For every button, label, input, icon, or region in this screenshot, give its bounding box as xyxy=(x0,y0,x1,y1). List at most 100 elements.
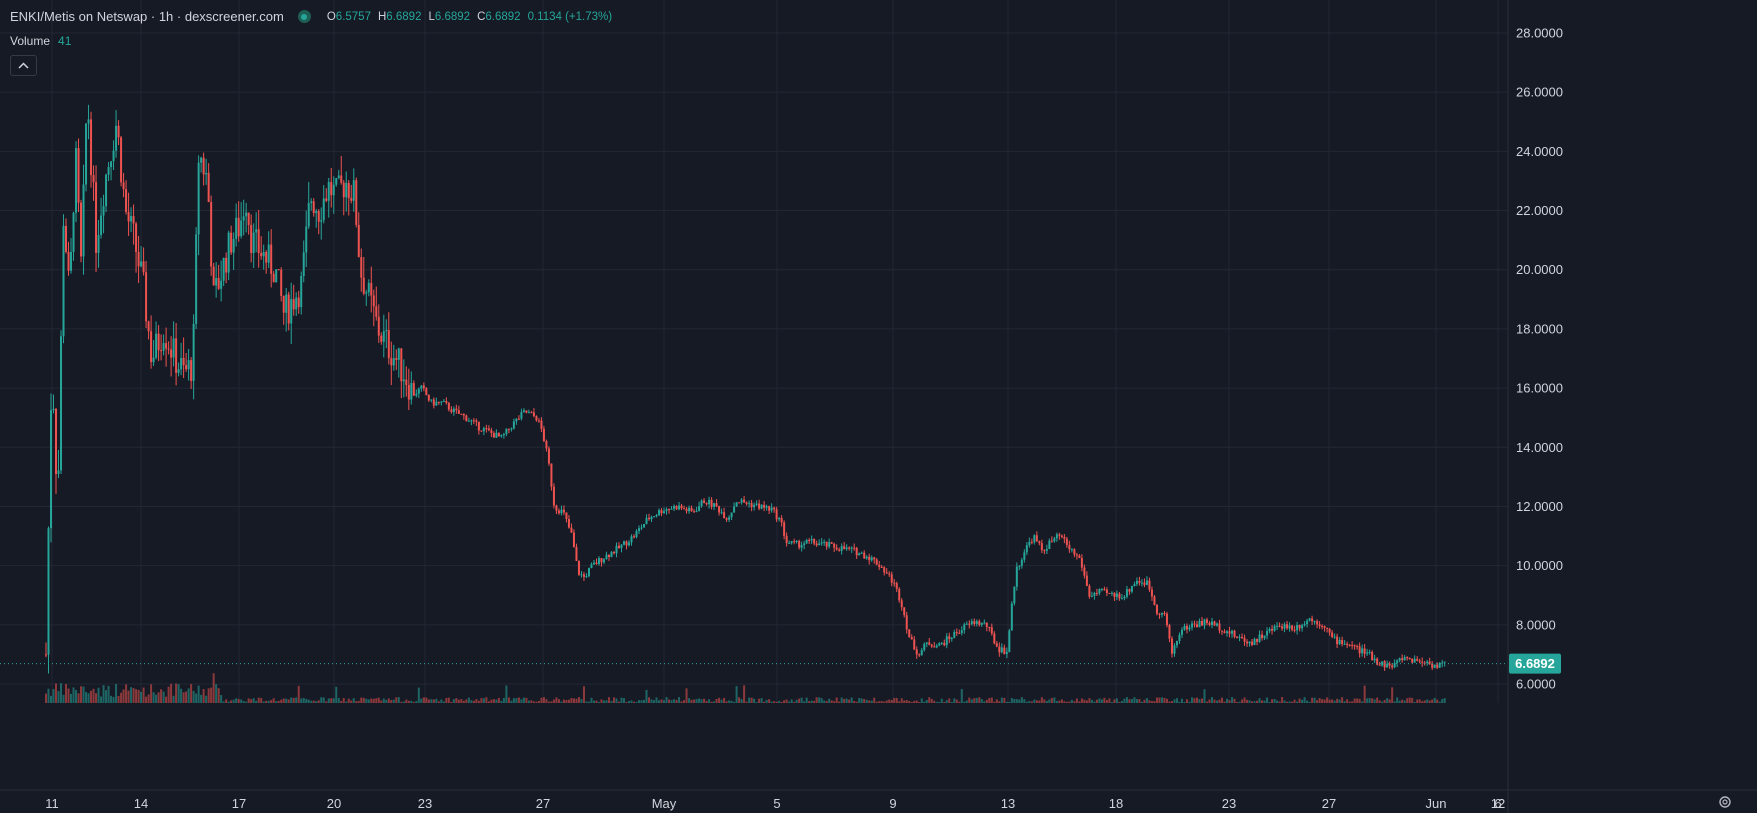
volume-bar xyxy=(1406,698,1409,703)
volume-bar xyxy=(888,699,891,703)
volume-bar xyxy=(467,697,470,703)
volume-bar xyxy=(242,700,245,703)
volume-bar xyxy=(1028,701,1031,703)
volume-bar xyxy=(1413,701,1416,703)
candle-body xyxy=(587,568,590,577)
volume-bar xyxy=(650,699,653,703)
candle-body xyxy=(733,506,736,513)
volume-bar xyxy=(390,699,393,703)
x-tick-label: 9 xyxy=(889,796,896,811)
candle-body xyxy=(220,280,223,289)
volume-bar xyxy=(587,701,590,703)
volume-bar xyxy=(723,697,726,703)
candle-body xyxy=(1065,538,1068,545)
candle-body xyxy=(485,428,488,430)
candle-body xyxy=(502,434,505,436)
volume-bar xyxy=(395,697,398,703)
volume-bar xyxy=(352,698,355,703)
y-tick-label: 18.0000 xyxy=(1516,321,1563,336)
candle-body xyxy=(105,174,108,207)
volume-bar xyxy=(340,700,343,703)
candle-body xyxy=(1063,536,1066,539)
volume-bar xyxy=(798,698,801,703)
volume-bar xyxy=(1343,701,1346,703)
volume-bar xyxy=(895,697,898,703)
volume-bar xyxy=(410,700,413,703)
candle-body xyxy=(275,269,278,283)
volume-bar xyxy=(162,691,165,703)
volume-bar xyxy=(527,700,530,703)
candle-body xyxy=(1020,559,1023,566)
volume-bar xyxy=(145,696,148,703)
candle-body xyxy=(963,624,966,631)
volume-bar xyxy=(805,697,808,703)
candle-body xyxy=(270,244,273,274)
volume-bar xyxy=(1218,699,1221,703)
candle-body xyxy=(1053,538,1056,542)
candle-body xyxy=(192,323,195,381)
volume-bar xyxy=(85,691,88,703)
candle-body xyxy=(703,500,706,503)
volume-bar xyxy=(965,700,968,703)
volume-bar xyxy=(665,697,668,703)
volume-bar xyxy=(930,698,933,703)
volume-bar xyxy=(685,688,688,703)
low-label: L xyxy=(428,10,435,23)
candle-body xyxy=(162,343,165,351)
volume-bar xyxy=(1055,701,1058,703)
candle-body xyxy=(395,358,398,360)
volume-bar xyxy=(1421,701,1424,703)
volume-bar xyxy=(1303,697,1306,703)
candle-body xyxy=(690,507,693,512)
volume-bar xyxy=(683,700,686,703)
candle-body xyxy=(332,184,335,196)
candle-body xyxy=(1028,541,1031,546)
candle-body xyxy=(645,517,648,524)
collapse-legend-button[interactable] xyxy=(10,55,37,76)
candle-body xyxy=(195,234,198,324)
candle-body xyxy=(460,413,463,415)
candle-body xyxy=(853,547,856,549)
volume-bar xyxy=(680,701,683,703)
volume-bar xyxy=(1160,697,1163,703)
gear-icon xyxy=(1719,796,1731,808)
volume-bar xyxy=(82,686,85,703)
volume-bar xyxy=(775,701,778,703)
candle-body xyxy=(170,349,173,358)
candle-body xyxy=(885,572,888,574)
volume-bar xyxy=(612,697,615,703)
volume-bar xyxy=(80,686,83,703)
volume-bar xyxy=(100,696,103,703)
candle-body xyxy=(630,536,633,543)
candle-body xyxy=(973,621,976,624)
candle-body xyxy=(232,238,235,253)
volume-bar xyxy=(988,697,991,703)
candle-body xyxy=(555,505,558,511)
chart-settings-button[interactable] xyxy=(1716,793,1734,811)
candle-body xyxy=(255,229,258,233)
candle-body xyxy=(1103,589,1106,591)
volume-bar xyxy=(1306,700,1309,703)
candle-body xyxy=(1383,661,1386,668)
candle-body xyxy=(1163,612,1166,614)
candle-body xyxy=(1293,629,1296,631)
volume-bar xyxy=(825,701,828,703)
candle-body xyxy=(432,399,435,406)
candle-body xyxy=(135,223,138,252)
volume-bar xyxy=(1048,699,1051,703)
candle-body xyxy=(1243,637,1246,642)
volume-bar xyxy=(412,701,415,703)
candle-body xyxy=(535,416,538,421)
candle-body xyxy=(1233,630,1236,637)
y-tick-label: 16.0000 xyxy=(1516,381,1563,396)
volume-bar xyxy=(1033,699,1036,703)
candle-body xyxy=(1273,626,1276,631)
volume-bar xyxy=(1170,701,1173,703)
volume-bar xyxy=(975,697,978,703)
candle-body xyxy=(930,644,933,647)
candle-body xyxy=(908,629,911,638)
volume-bar xyxy=(362,697,365,703)
volume-bar xyxy=(220,694,223,703)
